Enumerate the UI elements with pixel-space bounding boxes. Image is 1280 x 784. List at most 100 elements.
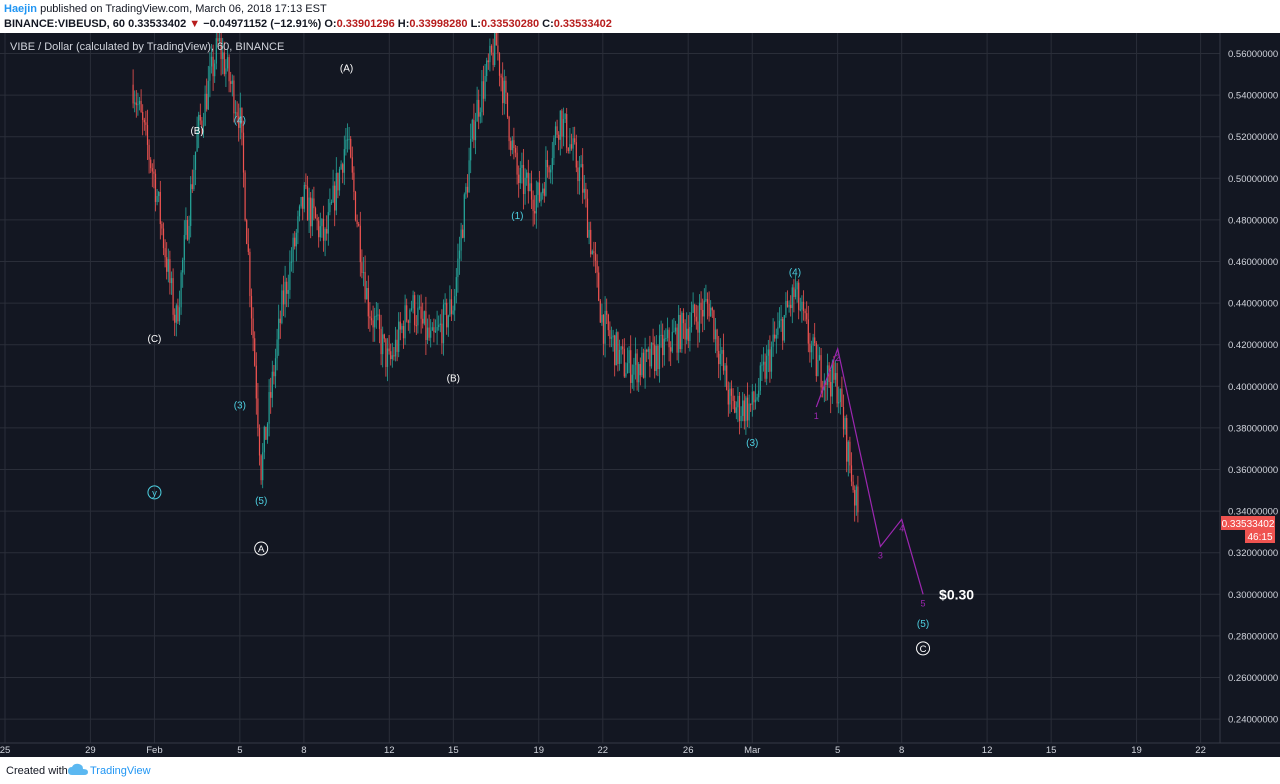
candle-body (684, 323, 686, 340)
candle-body (601, 314, 603, 323)
candle-body (561, 110, 563, 137)
symbol-line: BINANCE:VIBEUSD, 60 0.33533402 ▼ −0.0497… (4, 18, 612, 30)
candle-body (380, 328, 382, 355)
candle-body (473, 119, 475, 141)
candle-body (594, 253, 597, 261)
candle-body (201, 120, 203, 127)
candle-body (481, 81, 483, 113)
candle-body (428, 327, 430, 338)
candle-body (457, 258, 459, 278)
candle-body (391, 355, 393, 360)
candle-body (610, 337, 613, 339)
candle-body (794, 289, 797, 297)
candle-body (761, 364, 763, 366)
wave-label-circle (916, 641, 931, 656)
candle-body (756, 397, 758, 400)
candle-body (177, 305, 179, 322)
author-name[interactable]: Haejin (4, 3, 38, 15)
candle-body (300, 196, 302, 207)
wave-label: A (258, 544, 265, 555)
candle-body (137, 104, 139, 106)
candle-body (551, 158, 553, 170)
candle-body (815, 343, 817, 377)
candle-body (530, 183, 533, 200)
candle-body (742, 400, 744, 416)
candle-body (842, 406, 845, 430)
candle-body (841, 388, 843, 407)
candle-body (140, 100, 142, 112)
candle-body (297, 216, 299, 233)
time-tick-label: 25 (0, 745, 10, 756)
candle-body (369, 316, 371, 319)
candle-body (244, 172, 246, 221)
cloud-icon (68, 763, 88, 775)
open-value: 0.33901296 (336, 18, 395, 30)
tradingview-brand-link[interactable]: TradingView (90, 765, 151, 777)
candle-body (185, 220, 187, 235)
candle-body (262, 452, 264, 481)
time-axis[interactable] (0, 743, 1280, 757)
candle-body (687, 328, 689, 341)
candle-body (679, 314, 681, 350)
candle-body (726, 365, 728, 390)
candle-body (833, 362, 835, 380)
candle-body (175, 305, 177, 323)
publish-info: published on TradingView.com, March 06, … (37, 3, 327, 15)
candle-body (703, 300, 705, 317)
candle-body (346, 139, 349, 141)
price-tick-label: 0.34000000 (1228, 507, 1278, 518)
candle-body (654, 344, 656, 372)
candle-body (414, 295, 416, 326)
candle-body (209, 66, 211, 81)
wave-label: (3) (234, 401, 246, 412)
candle-body (538, 182, 541, 202)
candle-body (439, 323, 441, 325)
countdown-label: 46:15 (1247, 532, 1272, 543)
candle-body (337, 173, 339, 191)
candle-body (710, 307, 712, 317)
candle-body (204, 93, 206, 126)
price-tick-label: 0.32000000 (1228, 548, 1278, 559)
candle-body (671, 331, 673, 352)
candle-body (503, 80, 505, 104)
candle-body (569, 144, 571, 152)
candle-body (497, 45, 499, 54)
candle-body (202, 125, 205, 127)
publish-line: Haejin published on TradingView.com, Mar… (4, 3, 327, 15)
candle-body (348, 138, 350, 140)
candle-body (210, 56, 213, 67)
candle-body (375, 315, 377, 317)
candle-body (327, 212, 329, 234)
time-tick-label: 12 (384, 745, 395, 756)
candle-body (295, 232, 297, 247)
candle-body (622, 346, 624, 349)
time-tick-label: 19 (1131, 745, 1142, 756)
candle-body (220, 38, 222, 60)
candle-body (246, 220, 248, 245)
price-axis[interactable] (1220, 33, 1280, 757)
time-tick-label: 22 (1195, 745, 1206, 756)
candle-body (810, 345, 813, 353)
candle-body (215, 38, 217, 64)
candle-body (476, 99, 478, 122)
candle-body (399, 321, 401, 330)
candle-body (578, 167, 581, 182)
candle-body (257, 398, 259, 428)
candle-body (657, 345, 659, 369)
candle-body (145, 122, 147, 125)
candle-body (540, 193, 542, 202)
candle-body (586, 198, 589, 238)
symbol-label[interactable]: BINANCE:VIBEUSD, 60 (4, 18, 126, 30)
candle-body (236, 112, 238, 117)
candle-body (418, 306, 421, 308)
time-tick-label: Feb (146, 745, 162, 756)
candle-body (647, 348, 649, 352)
candle-body (591, 251, 593, 255)
candle-body (172, 278, 174, 315)
wave-label: (5) (255, 496, 267, 507)
candle-body (706, 299, 709, 304)
footer-bar: Created with TradingView (0, 757, 1280, 784)
candle-body (697, 321, 699, 333)
price-tick-label: 0.30000000 (1228, 590, 1278, 601)
